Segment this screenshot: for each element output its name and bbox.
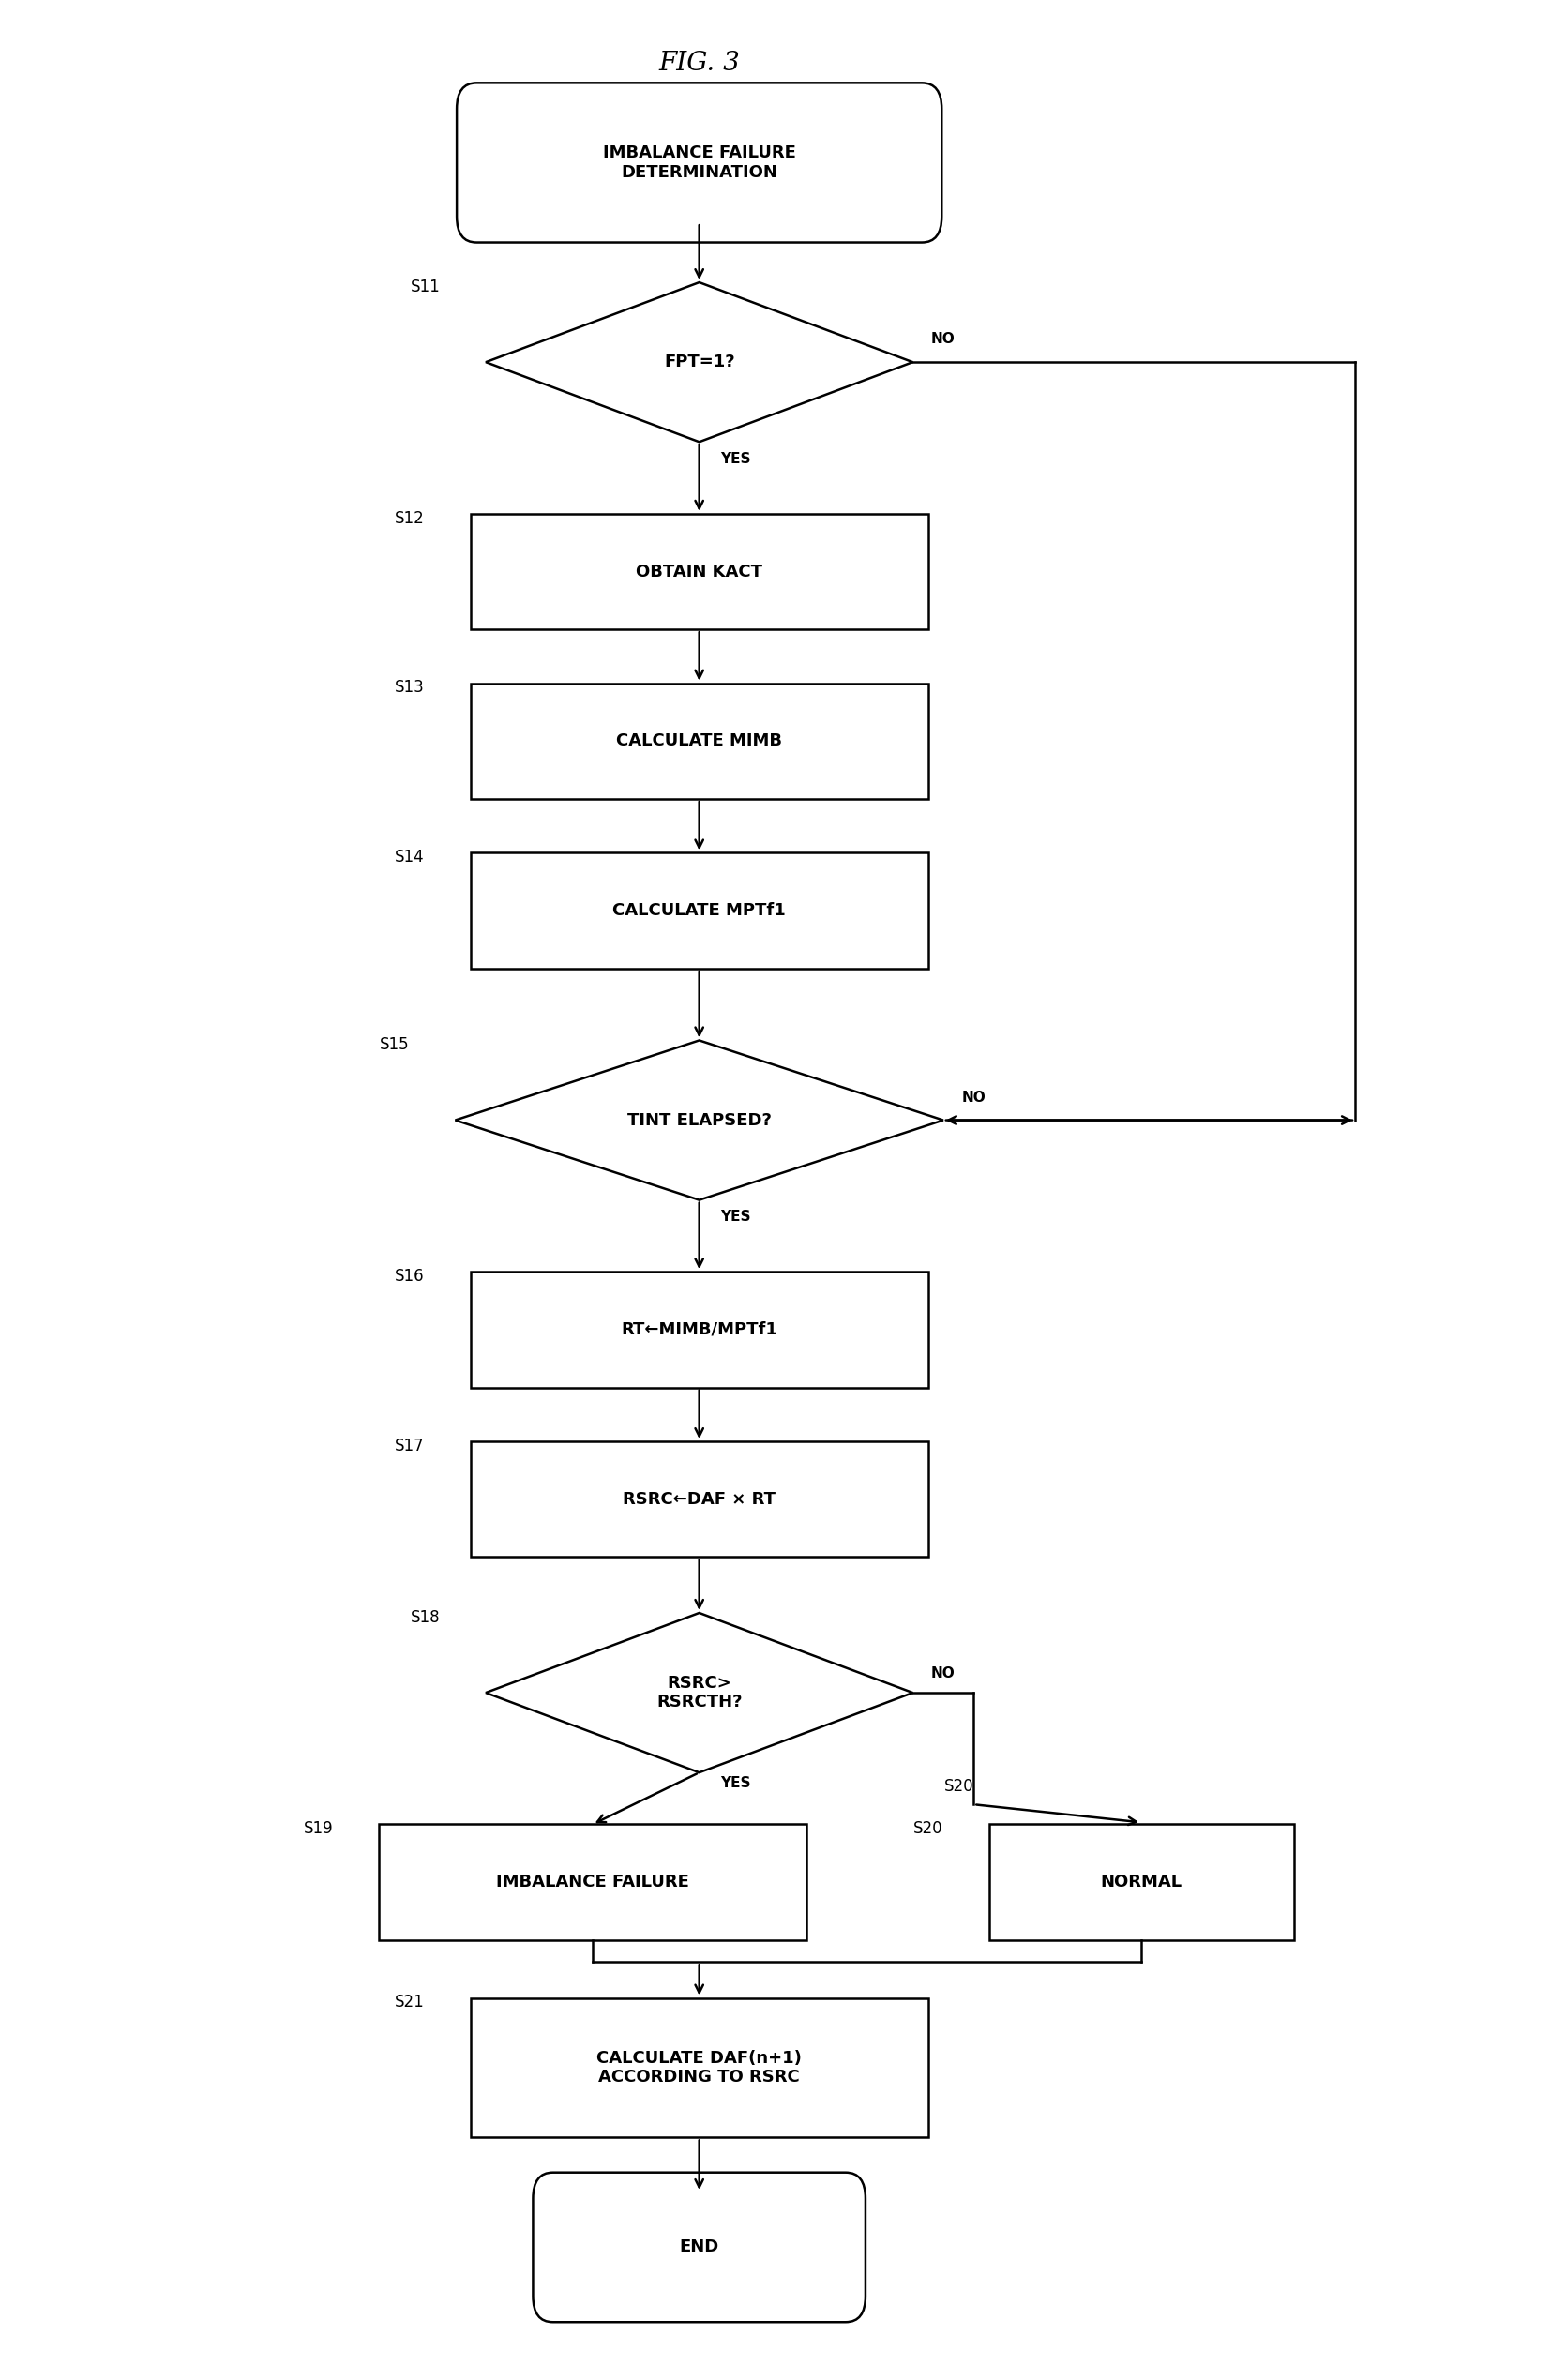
Bar: [470, 1997, 927, 2137]
Text: RT←MIMB/MPTf1: RT←MIMB/MPTf1: [620, 1321, 777, 1338]
Text: CALCULATE MIMB: CALCULATE MIMB: [616, 733, 782, 750]
FancyBboxPatch shape: [458, 83, 941, 243]
Text: YES: YES: [721, 1209, 751, 1223]
Text: S13: S13: [396, 678, 425, 697]
Text: TINT ELAPSED?: TINT ELAPSED?: [627, 1111, 771, 1128]
Bar: [378, 1825, 807, 1940]
Text: NORMAL: NORMAL: [1101, 1873, 1182, 1890]
Text: NO: NO: [931, 1666, 955, 1680]
Text: OBTAIN KACT: OBTAIN KACT: [636, 564, 763, 581]
Text: NO: NO: [931, 333, 955, 345]
Text: END: END: [679, 2240, 720, 2256]
Text: IMBALANCE FAILURE: IMBALANCE FAILURE: [496, 1873, 689, 1890]
Polygon shape: [456, 1040, 943, 1200]
Text: RSRC←DAF × RT: RSRC←DAF × RT: [624, 1490, 776, 1507]
Bar: [470, 514, 927, 628]
Bar: [990, 1825, 1294, 1940]
Text: FPT=1?: FPT=1?: [664, 355, 735, 371]
Text: S17: S17: [396, 1438, 425, 1454]
Polygon shape: [485, 1614, 912, 1773]
Text: S20: S20: [914, 1821, 943, 1837]
Bar: [470, 1442, 927, 1557]
Text: S12: S12: [396, 509, 425, 526]
Text: FIG. 3: FIG. 3: [659, 50, 740, 76]
Text: S19: S19: [304, 1821, 333, 1837]
Bar: [470, 683, 927, 800]
Text: S18: S18: [411, 1609, 440, 1626]
Text: S14: S14: [396, 850, 425, 866]
Text: CALCULATE DAF(n+1)
ACCORDING TO RSRC: CALCULATE DAF(n+1) ACCORDING TO RSRC: [597, 2049, 802, 2085]
Text: S21: S21: [396, 1994, 425, 2011]
Text: S11: S11: [409, 278, 440, 295]
Bar: [470, 852, 927, 969]
Text: IMBALANCE FAILURE
DETERMINATION: IMBALANCE FAILURE DETERMINATION: [603, 145, 796, 181]
Text: CALCULATE MPTf1: CALCULATE MPTf1: [613, 902, 786, 919]
Text: NO: NO: [962, 1090, 986, 1104]
Text: RSRC>
RSRCTH?: RSRC> RSRCTH?: [656, 1676, 741, 1711]
Text: YES: YES: [721, 452, 751, 466]
Text: YES: YES: [721, 1775, 751, 1790]
Text: S20: S20: [945, 1778, 974, 1795]
Bar: [470, 1271, 927, 1388]
Polygon shape: [485, 283, 912, 443]
FancyBboxPatch shape: [534, 2173, 865, 2323]
Text: S16: S16: [396, 1269, 425, 1285]
Text: S15: S15: [380, 1035, 409, 1054]
